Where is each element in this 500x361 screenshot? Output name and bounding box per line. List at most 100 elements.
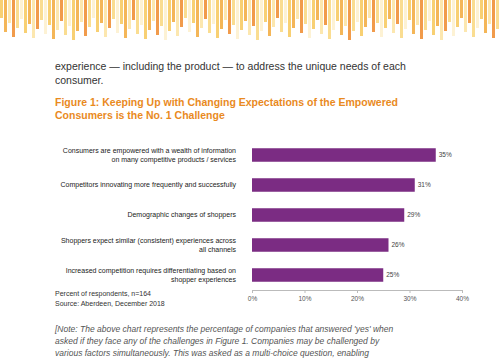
header-stripe xyxy=(160,0,163,26)
header-stripe xyxy=(84,0,87,36)
bar xyxy=(252,238,389,252)
note-line: asked if they face any of the challenges… xyxy=(55,336,380,346)
header-stripe xyxy=(456,0,459,27)
annotations: Percent of respondents, n=164 Source: Abe… xyxy=(55,290,165,307)
intro-line: consumer. xyxy=(55,74,103,86)
annotation: Percent of respondents, n=164 xyxy=(55,290,151,298)
header-stripe xyxy=(388,0,391,19)
category-label-line: Increased competition requires different… xyxy=(66,267,236,275)
header-stripe xyxy=(476,0,479,28)
header-stripe xyxy=(52,0,55,39)
bars xyxy=(252,148,436,282)
category-label: Consumers are empowered with a wealth of… xyxy=(63,147,237,164)
header-stripe xyxy=(136,0,139,34)
header-stripe xyxy=(92,0,95,18)
header-stripe xyxy=(140,0,143,25)
header-stripe xyxy=(320,0,323,34)
header-stripe xyxy=(200,0,203,28)
data-labels: 35%31%29%26%25% xyxy=(386,151,452,278)
data-label: 25% xyxy=(386,271,399,278)
header-stripe xyxy=(156,0,159,35)
header-stripe xyxy=(432,0,435,35)
header-stripe xyxy=(204,0,207,19)
header-stripe xyxy=(100,0,103,23)
header-stripe xyxy=(32,0,35,38)
header-stripe xyxy=(172,0,175,22)
header-stripe xyxy=(256,0,259,40)
header-decoration xyxy=(0,0,499,40)
header-stripe xyxy=(488,0,491,24)
header-stripe xyxy=(76,0,79,31)
chart-title-line: Figure 1: Keeping Up with Changing Expec… xyxy=(55,96,398,108)
header-stripe xyxy=(324,0,327,25)
header-stripe xyxy=(368,0,371,18)
header-stripe xyxy=(96,0,99,32)
header-stripe xyxy=(312,0,315,29)
header-stripe xyxy=(400,0,403,38)
header-stripe xyxy=(16,0,19,28)
bar xyxy=(252,268,383,282)
header-stripe xyxy=(68,0,71,26)
header-stripe xyxy=(280,0,283,32)
header-stripe xyxy=(236,0,239,39)
header-stripe xyxy=(296,0,299,19)
header-stripe xyxy=(80,0,83,22)
header-stripe xyxy=(128,0,131,29)
header-stripe xyxy=(44,0,47,34)
header-stripe xyxy=(472,0,475,37)
header-stripe xyxy=(164,0,167,40)
header-stripe xyxy=(384,0,387,28)
x-tick-label: 20% xyxy=(351,295,364,302)
header-stripe xyxy=(448,0,451,22)
bar xyxy=(252,178,415,192)
header-stripe xyxy=(228,0,231,34)
header-stripe xyxy=(484,0,487,33)
category-label: Increased competition requires different… xyxy=(66,267,237,284)
header-stripe xyxy=(424,0,427,30)
chart-title: Figure 1: Keeping Up with Changing Expec… xyxy=(55,96,398,121)
header-stripe xyxy=(444,0,447,31)
header-stripe xyxy=(20,0,23,19)
header-stripe xyxy=(408,0,411,20)
header-stripe xyxy=(276,0,279,18)
header-stripe xyxy=(28,0,31,24)
header-stripe xyxy=(232,0,235,25)
header-stripe xyxy=(4,0,7,32)
intro-text: experience — including the product — to … xyxy=(55,60,406,86)
header-stripe xyxy=(404,0,407,29)
x-tick: 10% xyxy=(298,290,311,302)
category-label: Shoppers expect similar (consistent) exp… xyxy=(61,237,237,253)
chart-title-line: Consumers is the No. 1 Challenge xyxy=(55,109,225,121)
header-stripe xyxy=(348,0,351,40)
header-stripe xyxy=(380,0,383,37)
category-labels: Consumers are empowered with a wealth of… xyxy=(61,147,237,284)
x-tick-mark xyxy=(462,290,463,293)
header-stripe xyxy=(392,0,395,33)
annotation: Source: Aberdeen, December 2018 xyxy=(55,300,165,307)
category-label-line: Demographic changes of shoppers xyxy=(127,211,236,219)
header-stripe xyxy=(344,0,347,26)
intro-line: experience — including the product — to … xyxy=(55,60,406,72)
x-tick-mark xyxy=(357,290,358,293)
header-stripe xyxy=(264,0,267,22)
header-stripe xyxy=(144,0,147,39)
header-stripe xyxy=(460,0,463,18)
header-stripe xyxy=(420,0,423,39)
header-stripe xyxy=(216,0,219,38)
header-stripe xyxy=(152,0,155,21)
category-label-line: Shoppers expect similar (consistent) exp… xyxy=(61,237,237,245)
x-tick-label: 0% xyxy=(248,295,258,302)
category-label: Competitors innovating more frequently a… xyxy=(61,181,237,189)
header-stripe xyxy=(88,0,91,27)
header-stripe xyxy=(436,0,439,26)
header-stripe xyxy=(308,0,311,38)
header-stripe xyxy=(56,0,59,30)
header-stripe xyxy=(224,0,227,20)
header-stripe xyxy=(176,0,179,36)
x-tick-label: 10% xyxy=(298,295,311,302)
header-stripe xyxy=(428,0,431,21)
category-label: Demographic changes of shoppers xyxy=(127,211,236,219)
header-stripe xyxy=(364,0,367,27)
header-stripe xyxy=(104,0,107,37)
category-label-line: shopper experiences xyxy=(171,276,236,284)
